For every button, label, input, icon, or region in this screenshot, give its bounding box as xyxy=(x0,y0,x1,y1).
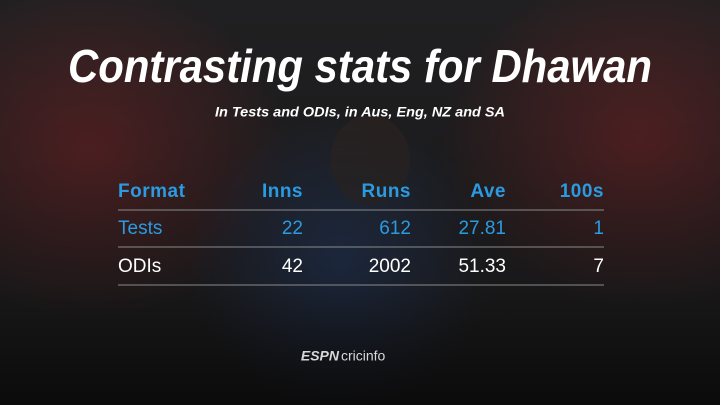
stat-cell: 1 xyxy=(593,218,604,239)
stat-cell: 27.81 xyxy=(458,218,506,239)
logo-name: cricinfo xyxy=(341,348,386,364)
title: Contrasting stats for Dhawan xyxy=(68,40,652,92)
row-label: Tests xyxy=(118,218,162,239)
header-cell: Runs xyxy=(362,181,412,202)
header-cell: Ave xyxy=(470,181,506,202)
header-cell: Inns xyxy=(262,181,303,202)
stat-cell: 42 xyxy=(282,256,303,277)
stat-cell: 51.33 xyxy=(458,256,506,277)
stat-cell: 612 xyxy=(379,218,411,239)
header-cell: Format xyxy=(118,181,186,202)
stat-cell: 2002 xyxy=(369,256,411,277)
stat-cell: 7 xyxy=(593,256,604,277)
stat-cell: 22 xyxy=(282,218,303,239)
subtitle: In Tests and ODIs, in Aus, Eng, NZ and S… xyxy=(215,104,505,120)
logo-brand: ESPN xyxy=(301,348,340,364)
header-cell: 100s xyxy=(560,181,604,202)
stats-table: Format Inns Runs Ave 100s Tests 22 612 27.81 1 ODI… xyxy=(118,181,604,286)
logo: ESPN cricinfo xyxy=(301,348,386,364)
row-label: ODIs xyxy=(118,256,161,277)
